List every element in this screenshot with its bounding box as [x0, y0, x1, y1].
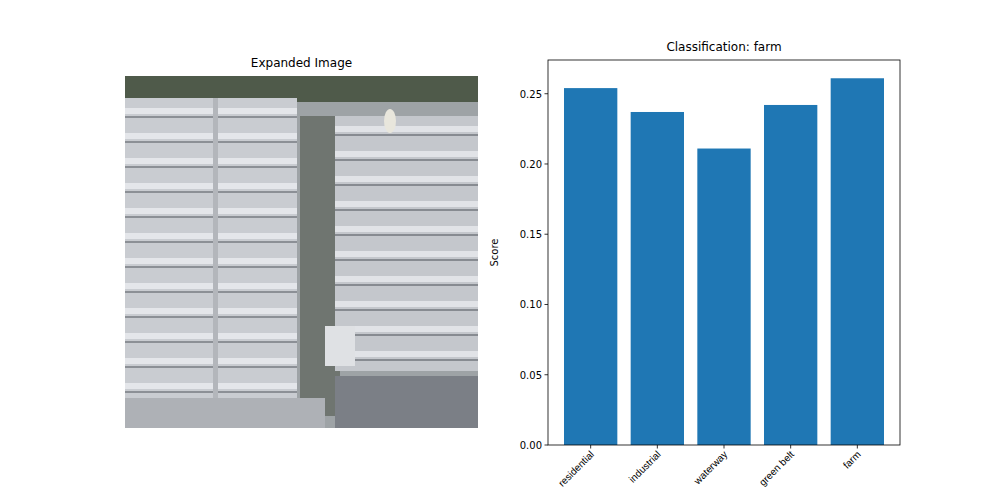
chart-title: Classification: farm [666, 40, 781, 54]
x-tick [590, 445, 591, 449]
roof-shadow [125, 341, 297, 343]
roof-shadow [125, 241, 297, 243]
roof-shadow [125, 141, 297, 143]
x-tick-label: farm [841, 449, 863, 471]
x-tick-label: green belt [757, 448, 796, 487]
roof-shadow [335, 309, 478, 311]
yard [335, 376, 478, 428]
x-tick [724, 445, 725, 449]
bar [764, 105, 817, 445]
x-tick [790, 445, 791, 449]
roof-stripe [125, 183, 297, 189]
roof-shadow [335, 159, 478, 161]
roof-shadow [335, 184, 478, 186]
image-title: Expanded Image [251, 56, 352, 70]
y-tick [545, 163, 549, 164]
y-tick [545, 304, 549, 305]
x-tick-label: industrial [627, 449, 663, 485]
roof-shadow [335, 359, 478, 361]
roof-stripe [125, 283, 297, 289]
y-tick [545, 445, 549, 446]
roof-stripe [125, 108, 297, 114]
roof-stripe [125, 233, 297, 239]
roof-stripe [335, 201, 478, 207]
bar [631, 112, 684, 445]
roof-stripe [335, 251, 478, 257]
roof-shadow [125, 366, 297, 368]
roof-stripe [335, 301, 478, 307]
y-tick-label: 0.25 [520, 89, 542, 100]
y-tick [545, 93, 549, 94]
canvas: Expanded Image Classification: farm 0.00 0.… [0, 0, 1000, 500]
bar [831, 78, 884, 445]
roof-shadow [125, 266, 297, 268]
roof-shadow [125, 166, 297, 168]
roof-shadow [335, 334, 478, 336]
roof-left [125, 98, 297, 398]
y-tick-label: 0.15 [520, 229, 542, 240]
roof-shadow [335, 134, 478, 136]
bar [697, 149, 750, 445]
x-tick [857, 445, 858, 449]
roof-stripe [125, 333, 297, 339]
roof-shadow [335, 234, 478, 236]
y-tick-label: 0.00 [520, 440, 542, 451]
roof-stripe [125, 308, 297, 314]
roof-stripe [125, 358, 297, 364]
roof-stripe [335, 326, 478, 332]
y-tick-label: 0.20 [520, 159, 542, 170]
y-tick-label: 0.05 [520, 370, 542, 381]
roof-stripe [125, 208, 297, 214]
roof-shadow [335, 209, 478, 211]
roof-stripe [335, 126, 478, 132]
x-tick [657, 445, 658, 449]
roof-shadow [125, 191, 297, 193]
bars [564, 78, 884, 445]
roof-shadow [335, 284, 478, 286]
roof-stripe [125, 258, 297, 264]
roof-stripe [335, 176, 478, 182]
y-axis-label: Score [489, 238, 500, 266]
roof-shadow [125, 216, 297, 218]
path [125, 398, 325, 428]
roof-stripe [125, 158, 297, 164]
roof-stripe [125, 133, 297, 139]
roof-stripe [335, 276, 478, 282]
shed [325, 326, 355, 366]
roof-shadow [125, 116, 297, 118]
roof-right [335, 116, 478, 371]
roof-stripe [335, 151, 478, 157]
roof-shadow [125, 291, 297, 293]
roof-stripe [335, 226, 478, 232]
x-tick-label: residential [556, 449, 596, 489]
figure: Expanded Image Classification: farm 0.00 0.… [0, 0, 1000, 500]
roof-shadow [335, 259, 478, 261]
aerial-image [125, 76, 478, 428]
gap [300, 116, 340, 416]
y-tick [545, 374, 549, 375]
y-tick [545, 234, 549, 235]
tank [384, 109, 396, 133]
image-background [125, 76, 478, 428]
roof-shadow [125, 316, 297, 318]
roof-divider [213, 98, 218, 398]
x-tick-label: waterway [691, 449, 729, 487]
roof-stripe [125, 383, 297, 389]
roof-shadow [125, 391, 297, 393]
roof-stripe [335, 351, 478, 357]
bar [564, 88, 617, 445]
plot-frame [548, 60, 900, 445]
y-tick-label: 0.10 [520, 299, 542, 310]
